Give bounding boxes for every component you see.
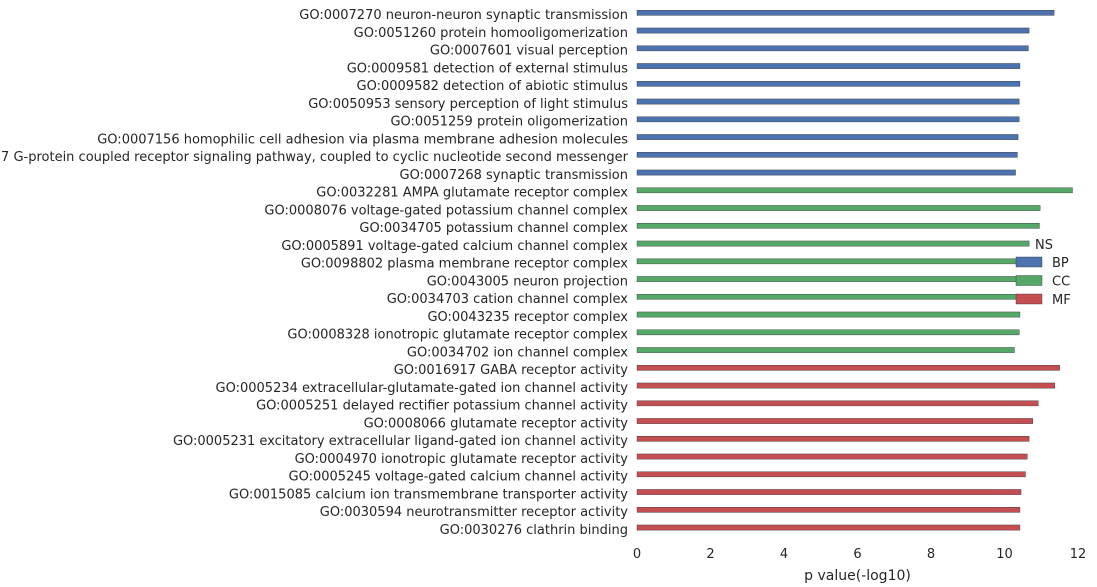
legend-label-bp: BP — [1052, 256, 1069, 271]
legend: NS BP CC MF — [1015, 238, 1071, 308]
bar-bp-2 — [636, 45, 1029, 52]
category-label: GO:0034703 cation channel complex — [387, 292, 629, 307]
legend-swatch-cc — [1015, 275, 1043, 286]
x-tick-label: 2 — [706, 547, 714, 562]
bar-bp-8 — [636, 151, 1018, 158]
x-tick-label: 12 — [1070, 547, 1087, 562]
bar-mf-7 — [636, 489, 1022, 495]
category-label: GO:0051259 protein oligomerization — [390, 115, 628, 130]
bar-bp-3 — [636, 63, 1021, 69]
category-label: GO:0098802 plasma membrane receptor comp… — [301, 257, 628, 272]
legend-label-cc: CC — [1052, 275, 1070, 290]
category-label: GO:0008066 glutamate receptor activity — [364, 416, 629, 431]
category-label: GO:0050953 sensory perception of light s… — [308, 97, 628, 112]
x-tick-label: 8 — [927, 547, 935, 562]
bar-bp-1 — [636, 27, 1030, 34]
category-label: GO:0008328 ionotropic glutamate receptor… — [287, 328, 628, 343]
category-label: GO:0030594 neurotransmitter receptor act… — [320, 505, 629, 520]
bar-cc-5 — [636, 276, 1025, 282]
bar-bp-6 — [636, 116, 1020, 123]
bar-cc-3 — [636, 240, 1030, 247]
category-label: GO:0034702 ion channel complex — [407, 345, 628, 360]
x-tick-label: 6 — [853, 547, 861, 562]
category-label: GO:0009582 detection of abiotic stimulus — [357, 79, 629, 94]
bar-cc-6 — [636, 294, 1024, 300]
bar-cc-9 — [636, 347, 1015, 353]
bar-cc-8 — [636, 329, 1020, 336]
bar-cc-0 — [636, 187, 1073, 194]
category-label: GO:0043005 neuron projection — [427, 274, 628, 289]
category-label: GO:0005891 voltage-gated calcium channel… — [281, 239, 628, 254]
category-label: GO:0007156 homophilic cell adhesion via … — [97, 132, 628, 147]
x-tick-label: 0 — [633, 547, 641, 562]
bar-mf-9 — [636, 524, 1021, 531]
category-label: GO:0007268 synaptic transmission — [400, 168, 628, 183]
bar-mf-1 — [636, 382, 1056, 389]
bar-mf-5 — [636, 453, 1028, 460]
bar-mf-8 — [636, 507, 1021, 513]
bar-bp-7 — [636, 134, 1019, 140]
category-label: GO:0005251 delayed rectifier potassium c… — [256, 399, 628, 414]
category-label: GO:0015085 calcium ion transmembrane tra… — [229, 487, 628, 502]
category-label: GO:0005245 voltage-gated calcium channel… — [289, 470, 629, 485]
bar-mf-2 — [636, 400, 1039, 407]
category-label: GO:0007601 visual perception — [430, 44, 628, 59]
bar-bp-0 — [636, 9, 1055, 16]
category-label: GO:0034705 potassium channel complex — [359, 221, 628, 236]
x-axis-ticks-group: 0 2 4 6 8 10 12 — [633, 547, 1086, 562]
category-label: GO:0043235 receptor complex — [427, 310, 628, 325]
legend-swatch-bp — [1015, 256, 1043, 268]
bar-mf-6 — [636, 471, 1026, 478]
bar-mf-4 — [636, 436, 1030, 442]
bar-bp-4 — [636, 80, 1021, 87]
bar-cc-4 — [636, 258, 1027, 265]
legend-swatch-mf — [1015, 293, 1043, 305]
bar-bp-9 — [636, 169, 1016, 176]
category-label: GO:0016917 GABA receptor activity — [394, 363, 629, 378]
category-label: GO:0005234 extracellular-glutamate-gated… — [216, 381, 629, 396]
category-labels-group: GO:0007270 neuron-neuron synaptic transm… — [0, 8, 629, 538]
x-tick-label: 10 — [996, 547, 1013, 562]
category-label: GO:0007187 G-protein coupled receptor si… — [0, 150, 629, 165]
bar-cc-7 — [636, 311, 1021, 318]
category-label: GO:0007270 neuron-neuron synaptic transm… — [299, 8, 628, 23]
category-label: GO:0008076 voltage-gated potassium chann… — [264, 203, 628, 218]
bar-mf-3 — [636, 418, 1033, 424]
category-label: GO:0030276 clathrin binding — [440, 523, 628, 538]
bars-group — [636, 9, 1073, 531]
bar-bp-5 — [636, 98, 1020, 105]
category-label: GO:0005231 excitatory extracellular liga… — [173, 434, 628, 449]
category-label: GO:0004970 ionotropic glutamate receptor… — [295, 452, 629, 467]
category-label: GO:0009581 detection of external stimulu… — [347, 61, 629, 76]
legend-label-mf: MF — [1052, 293, 1071, 308]
bar-mf-0 — [636, 365, 1060, 371]
bar-cc-2 — [636, 222, 1040, 229]
x-tick-label: 4 — [780, 547, 788, 562]
bar-cc-1 — [636, 205, 1041, 211]
legend-title: NS — [1035, 238, 1053, 253]
category-label: GO:0051260 protein homooligomerization — [354, 26, 628, 41]
category-label: GO:0032281 AMPA glutamate receptor compl… — [316, 186, 628, 201]
x-axis-title: p value(-log10) — [804, 568, 911, 584]
